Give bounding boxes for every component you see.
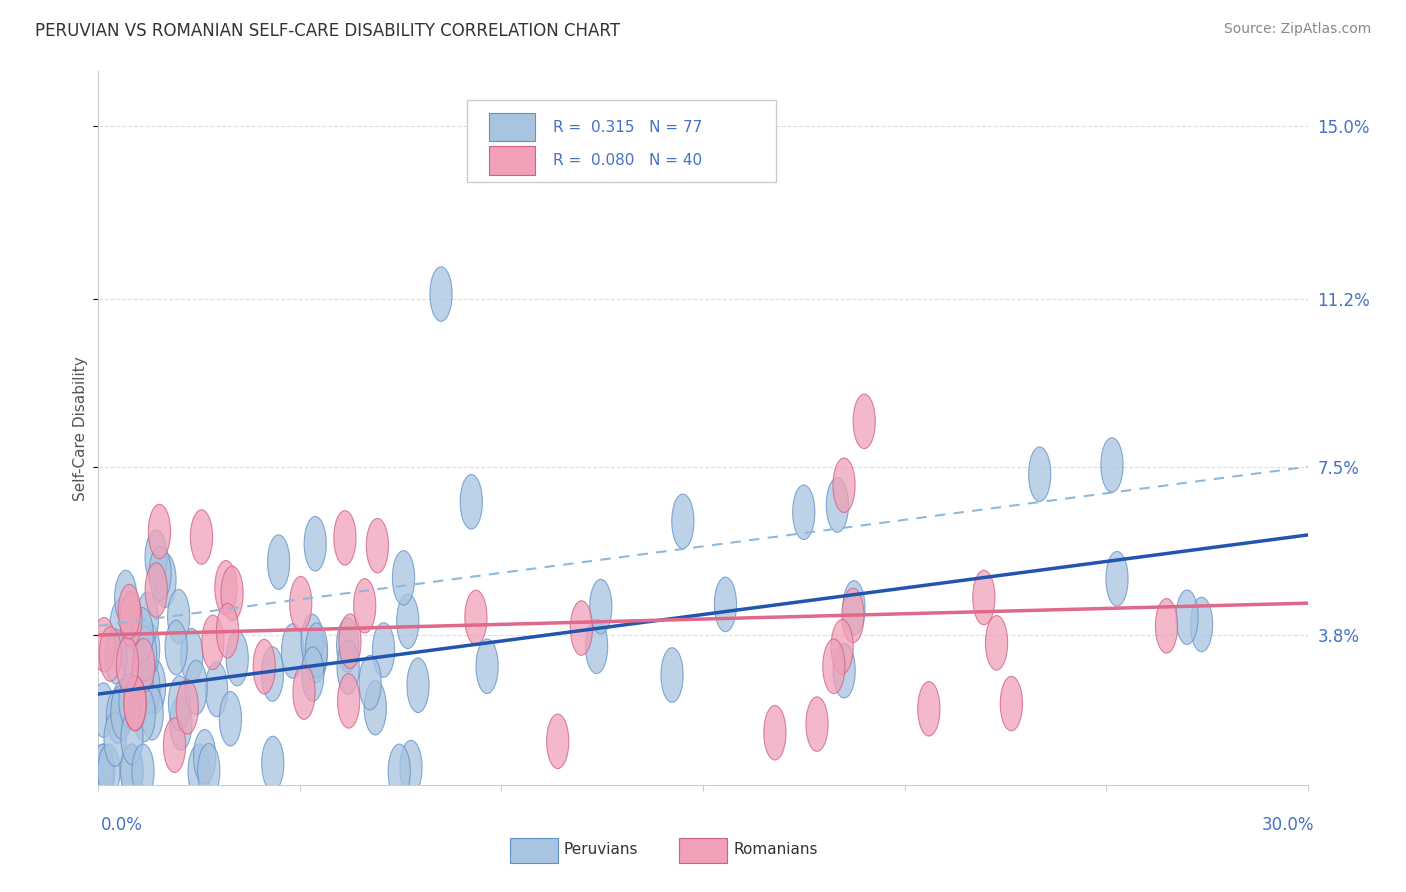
Text: R =  0.315   N = 77: R = 0.315 N = 77 [553, 120, 703, 135]
Text: 30.0%: 30.0% [1263, 816, 1315, 834]
FancyBboxPatch shape [489, 146, 534, 175]
FancyBboxPatch shape [489, 112, 534, 141]
Text: PERUVIAN VS ROMANIAN SELF-CARE DISABILITY CORRELATION CHART: PERUVIAN VS ROMANIAN SELF-CARE DISABILIT… [35, 22, 620, 40]
Y-axis label: Self-Care Disability: Self-Care Disability [73, 356, 87, 500]
Text: 0.0%: 0.0% [101, 816, 143, 834]
Text: Peruvians: Peruvians [564, 842, 638, 856]
FancyBboxPatch shape [467, 100, 776, 182]
Text: Romanians: Romanians [734, 842, 818, 856]
Text: Source: ZipAtlas.com: Source: ZipAtlas.com [1223, 22, 1371, 37]
FancyBboxPatch shape [509, 838, 558, 863]
Text: R =  0.080   N = 40: R = 0.080 N = 40 [553, 153, 702, 168]
FancyBboxPatch shape [679, 838, 727, 863]
